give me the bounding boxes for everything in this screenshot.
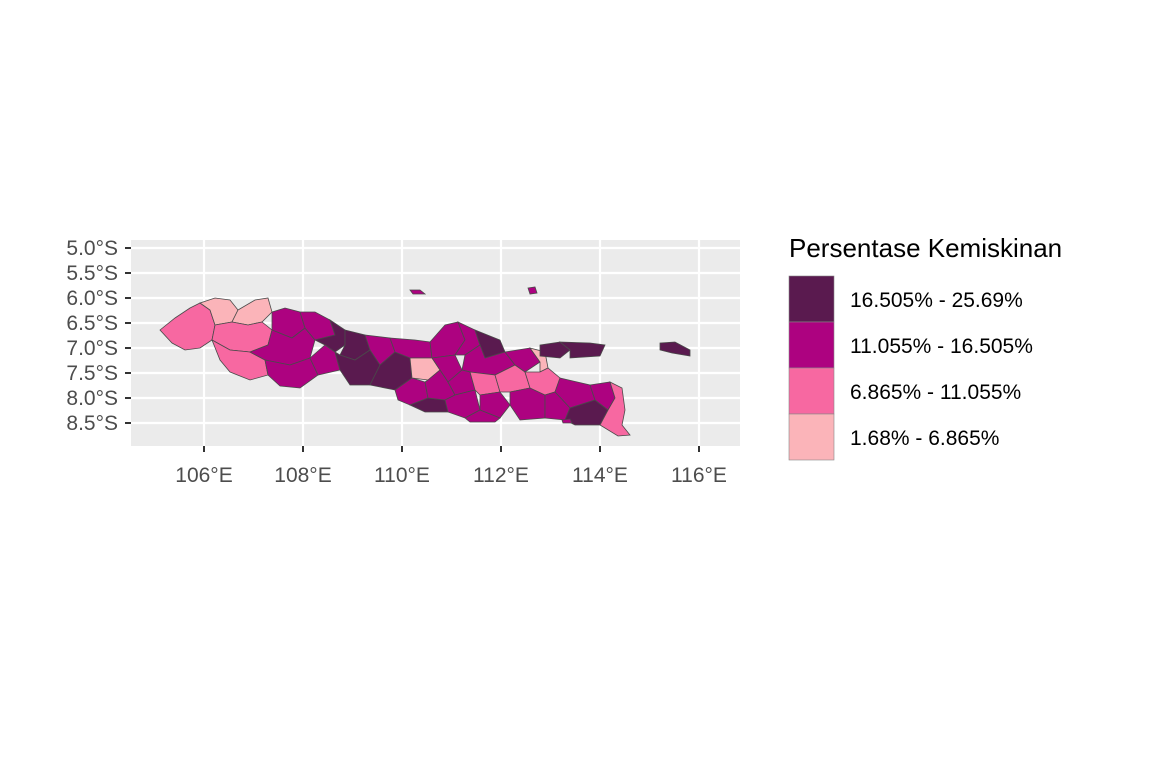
y-tick-label: 5.5°S [66,262,118,285]
region-bandung [249,327,316,366]
region-blitar [464,409,501,423]
legend-label-1: 11.055% - 16.505% [850,335,1033,358]
y-axis: 5.0°S 5.5°S 6.0°S 6.5°S 7.0°S 7.5°S 8.0°… [66,237,131,435]
x-tick-label: 116°E [671,464,727,487]
legend-swatch-0 [788,275,835,323]
region-kediri [479,391,511,419]
region-madura-east [558,341,606,359]
y-tick-label: 8.0°S [66,387,118,410]
legend-swatch-2 [788,367,835,415]
x-tick-label: 114°E [572,464,628,487]
region-garut [264,357,319,389]
x-tick-label: 106°E [175,464,232,487]
legend-swatch-3 [788,413,835,461]
y-tick-label: 7.0°S [66,337,118,360]
region-banyuwangi [599,381,631,437]
x-tick-label: 112°E [473,464,529,487]
region-madura-west [539,341,571,359]
legend-label-3: 1.68% - 6.865% [850,427,999,450]
x-tick-label: 108°E [274,464,331,487]
y-tick-label: 6.0°S [66,287,118,310]
region-nusa [561,418,573,424]
y-tick-label: 7.5°S [66,362,118,385]
region-bawean [527,286,538,295]
region-karimunjawa [409,289,427,295]
region-lamongan [504,347,541,373]
java-regions [159,286,691,437]
legend-title: Persentase Kemiskinan [789,233,1062,263]
legend-swatch-1 [788,321,835,369]
y-tick-label: 5.0°S [66,237,118,260]
legend-label-0: 16.505% - 25.69% [850,289,1023,312]
x-axis: 106°E 108°E 110°E 112°E 114°E 116°E [175,446,727,487]
y-tick-label: 6.5°S [66,312,118,335]
legend-label-2: 6.865% - 11.055% [850,381,1021,404]
y-tick-label: 8.5°S [66,412,118,435]
x-tick-label: 110°E [374,464,430,487]
region-kangean [659,341,691,357]
legend: Persentase Kemiskinan 16.505% - 25.69% 1… [788,233,1062,461]
